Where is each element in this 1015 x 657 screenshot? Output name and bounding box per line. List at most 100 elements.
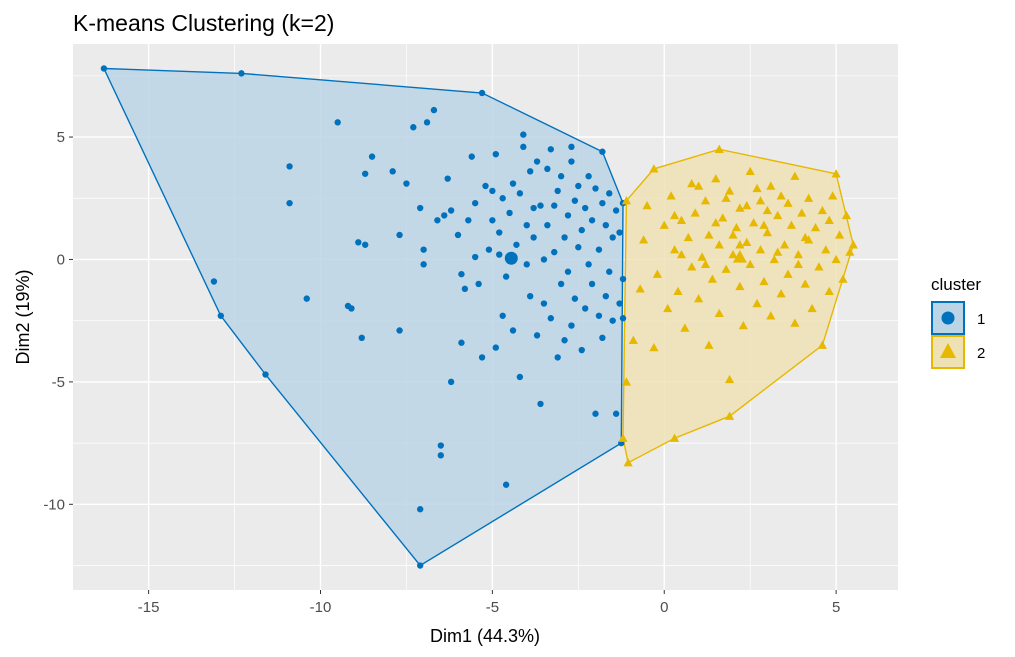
cluster-2-point <box>663 303 673 313</box>
cluster-2-point <box>731 223 742 232</box>
cluster-1-point <box>506 209 513 217</box>
cluster-2-point <box>821 245 831 254</box>
cluster-points <box>100 65 858 569</box>
cluster-1-point <box>389 168 396 175</box>
cluster-2-point <box>621 377 632 386</box>
cluster-1-point <box>606 190 613 197</box>
cluster-2-point <box>618 433 628 442</box>
cluster-2-point <box>759 220 769 229</box>
cluster-2-point <box>697 252 707 261</box>
cluster-1-point <box>612 410 620 417</box>
cluster-1-point <box>465 217 472 224</box>
cluster-2-point <box>666 191 676 200</box>
x-axis-title: Dim1 (44.3%) <box>430 626 540 646</box>
cluster-2-point <box>700 196 711 205</box>
cluster-1-point <box>478 354 486 361</box>
cluster-2-point <box>659 220 669 229</box>
cluster-1-point <box>509 327 517 334</box>
cluster-1-point <box>502 481 510 488</box>
cluster-1-point <box>420 261 427 268</box>
cluster-1-point <box>509 180 517 187</box>
legend-label-2: 2 <box>977 345 985 362</box>
y-axis-title: Dim2 (19%) <box>13 269 33 364</box>
cluster-2-point <box>728 249 738 259</box>
cluster-1-point <box>444 175 451 182</box>
cluster-2-point <box>824 286 834 295</box>
cluster-2-point <box>623 458 633 467</box>
cluster-2-point <box>793 249 803 259</box>
cluster-1-point <box>533 158 541 165</box>
cluster-1-point <box>454 231 462 239</box>
y-tick-label: -5 <box>52 374 65 391</box>
cluster-1-point <box>585 261 592 268</box>
cluster-2-point <box>752 298 762 308</box>
cluster-1-point <box>578 226 585 234</box>
x-tick-label: -5 <box>486 599 499 616</box>
cluster-2-point <box>652 269 662 278</box>
cluster-1-point <box>368 153 376 160</box>
y-tick-label: 0 <box>57 251 65 268</box>
cluster-2-point <box>738 320 748 330</box>
legend-key-1-circle-icon <box>941 311 955 325</box>
cluster-1-point <box>544 165 551 173</box>
cluster-1-point <box>210 278 218 285</box>
cluster-2-point <box>838 274 848 283</box>
cluster-1-point <box>516 373 524 381</box>
cluster-2-point <box>683 232 693 242</box>
cluster-2-centroid <box>732 250 747 263</box>
cluster-2-point <box>649 164 659 173</box>
cluster-2-point <box>704 340 714 349</box>
cluster-1-point <box>571 295 579 302</box>
cluster-1-point <box>489 217 496 224</box>
cluster-2-point <box>779 240 790 249</box>
cluster-1-point <box>420 246 427 253</box>
cluster-2-point <box>745 259 755 269</box>
cluster-1-point <box>561 337 568 344</box>
cluster-2-point <box>773 247 783 256</box>
cluster-1-point <box>492 344 500 351</box>
cluster-2-point <box>783 269 793 278</box>
cluster-1-point <box>612 207 620 214</box>
cluster-1-point <box>592 410 599 417</box>
x-tick-label: -15 <box>138 599 160 616</box>
x-axis: -15 -10 -5 0 5 <box>138 590 840 616</box>
cluster-1-point <box>564 268 572 275</box>
cluster-1-point <box>286 163 293 170</box>
cluster-2-point <box>724 374 735 384</box>
cluster-1-point <box>599 199 606 207</box>
cluster-1-point <box>238 70 245 77</box>
cluster-2-point <box>669 433 680 442</box>
cluster-1-point <box>430 106 438 114</box>
cluster-2-point <box>628 335 638 344</box>
cluster-2-point <box>783 198 793 207</box>
cluster-2-point <box>742 200 752 210</box>
cluster-2-point <box>690 208 700 217</box>
cluster-1-point <box>588 217 596 224</box>
cluster-1-point <box>361 170 369 177</box>
cluster-1-point <box>537 202 544 209</box>
cluster-2-point <box>790 171 800 180</box>
cluster-1-point <box>530 204 537 212</box>
cluster-1-point <box>595 312 603 319</box>
cluster-1-point <box>520 131 527 138</box>
cluster-1-point <box>537 400 544 408</box>
cluster-2-point <box>735 281 745 291</box>
cluster-1-point <box>526 168 534 175</box>
cluster-1-point <box>547 146 555 153</box>
cluster-1-point <box>588 280 596 288</box>
cluster-1-point <box>557 173 565 180</box>
cluster-2-point <box>718 213 728 222</box>
cluster-1-point <box>547 315 555 322</box>
cluster-2-point <box>724 411 735 420</box>
cluster-2-point <box>762 205 772 215</box>
cluster-2-point <box>673 286 683 295</box>
cluster-1-point <box>551 248 558 256</box>
cluster-1-point <box>492 150 500 158</box>
cluster-1-point <box>619 275 627 283</box>
cluster-1-point <box>595 246 603 253</box>
y-tick-label: 5 <box>57 129 65 146</box>
cluster-1-point <box>533 332 541 339</box>
cluster-1-point <box>416 506 424 513</box>
y-tick-label: -10 <box>43 496 65 513</box>
cluster-1-point <box>499 195 506 202</box>
